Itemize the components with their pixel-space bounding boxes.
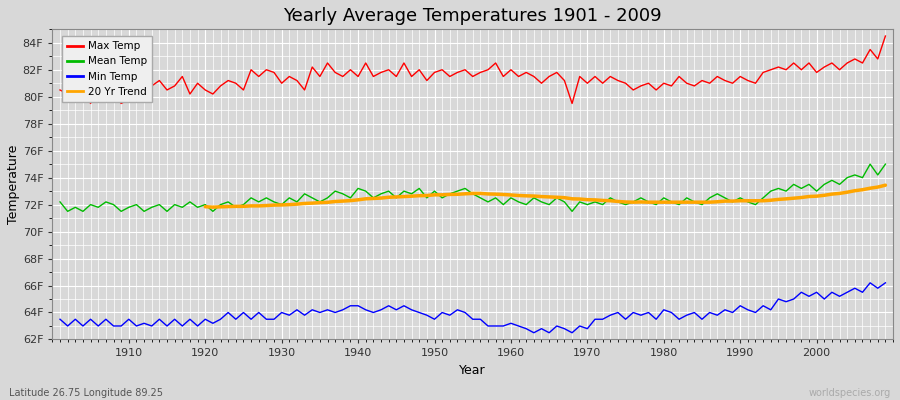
- Mean Temp: [506, 196, 517, 200]
- X-axis label: Year: Year: [459, 364, 486, 377]
- Min Temp: [605, 313, 616, 318]
- Line: Min Temp: Min Temp: [60, 283, 886, 333]
- 20 Yr Trend: [681, 200, 692, 204]
- Mean Temp: [880, 162, 891, 166]
- 20 Yr Trend: [299, 201, 310, 206]
- Mean Temp: [338, 192, 348, 196]
- 20 Yr Trend: [773, 197, 784, 202]
- Max Temp: [506, 67, 517, 72]
- Line: Mean Temp: Mean Temp: [60, 164, 886, 211]
- Max Temp: [513, 74, 524, 79]
- Line: Max Temp: Max Temp: [60, 36, 886, 104]
- 20 Yr Trend: [880, 183, 891, 188]
- 20 Yr Trend: [414, 193, 425, 198]
- 20 Yr Trend: [857, 187, 868, 192]
- 20 Yr Trend: [788, 196, 799, 200]
- Min Temp: [329, 310, 340, 315]
- Text: Latitude 26.75 Longitude 89.25: Latitude 26.75 Longitude 89.25: [9, 388, 163, 398]
- Min Temp: [55, 317, 66, 322]
- Max Temp: [55, 88, 66, 92]
- Line: 20 Yr Trend: 20 Yr Trend: [205, 185, 886, 207]
- Max Temp: [86, 101, 96, 106]
- Mean Temp: [123, 205, 134, 210]
- Min Temp: [284, 313, 294, 318]
- Min Temp: [506, 321, 517, 326]
- Min Temp: [528, 330, 539, 335]
- Min Temp: [116, 324, 127, 328]
- Title: Yearly Average Temperatures 1901 - 2009: Yearly Average Temperatures 1901 - 2009: [284, 7, 662, 25]
- Legend: Max Temp, Mean Temp, Min Temp, 20 Yr Trend: Max Temp, Mean Temp, Min Temp, 20 Yr Tre…: [62, 36, 152, 102]
- Max Temp: [338, 74, 348, 79]
- Min Temp: [880, 280, 891, 285]
- 20 Yr Trend: [200, 204, 211, 209]
- Y-axis label: Temperature: Temperature: [7, 145, 20, 224]
- Mean Temp: [513, 200, 524, 204]
- 20 Yr Trend: [208, 205, 219, 210]
- Mean Temp: [62, 209, 73, 214]
- Max Temp: [880, 34, 891, 38]
- Max Temp: [292, 78, 302, 83]
- Mean Temp: [605, 196, 616, 200]
- Mean Temp: [55, 200, 66, 204]
- Max Temp: [605, 74, 616, 79]
- Mean Temp: [865, 162, 876, 166]
- Text: worldspecies.org: worldspecies.org: [809, 388, 891, 398]
- Min Temp: [498, 324, 508, 328]
- Mean Temp: [292, 200, 302, 204]
- Min Temp: [865, 280, 876, 285]
- Max Temp: [123, 97, 134, 102]
